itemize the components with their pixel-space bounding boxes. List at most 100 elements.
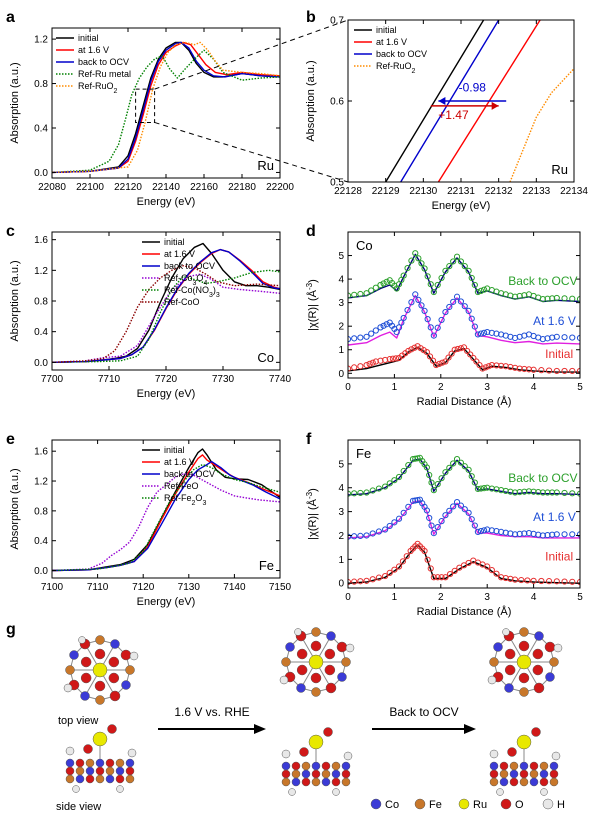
data-point <box>430 288 437 296</box>
data-point <box>395 563 403 570</box>
atom <box>500 798 512 810</box>
atom <box>95 695 105 705</box>
data-point <box>549 489 556 496</box>
y-tick-label: 1 <box>338 345 344 356</box>
data-point <box>369 576 376 583</box>
y-tick-label: 2 <box>338 322 344 333</box>
y-axis-label-sup: -3 <box>305 491 314 499</box>
legend-entry: initial <box>376 25 397 35</box>
annotation: Initial <box>545 347 573 361</box>
data-point <box>405 461 412 469</box>
panel-label-g: g <box>6 621 16 638</box>
data-point <box>421 265 428 272</box>
data-point <box>386 522 393 530</box>
data-point <box>561 578 568 585</box>
atom <box>108 672 120 684</box>
x-tick-label: 4 <box>531 592 537 603</box>
element-label: Ru <box>257 158 274 173</box>
data-point <box>436 360 443 367</box>
data-point <box>375 528 383 535</box>
data-point <box>421 503 428 510</box>
data-point <box>383 321 390 328</box>
atom <box>125 774 135 784</box>
y-tick-label: 0.5 <box>330 178 344 189</box>
data-point <box>454 345 461 353</box>
data-point <box>521 365 528 373</box>
legend-entry: initial <box>164 445 185 455</box>
data-point <box>471 479 478 486</box>
data-point <box>426 353 434 360</box>
panel-label-c: c <box>6 223 15 240</box>
data-point <box>450 460 457 467</box>
atom <box>518 672 530 684</box>
data-point <box>516 489 523 496</box>
atom <box>311 769 321 779</box>
atom <box>489 749 499 759</box>
data-point <box>511 364 519 371</box>
atom <box>544 641 556 653</box>
data-point <box>576 490 580 497</box>
top-view-label: top view <box>58 715 98 727</box>
atom <box>529 777 539 787</box>
legend-text: Ref-Fe <box>164 493 192 503</box>
data-point <box>476 361 483 369</box>
x-tick-label: 7720 <box>155 374 178 385</box>
data-point <box>530 488 537 495</box>
data-point <box>404 265 411 272</box>
x-tick-label: 22128 <box>334 186 362 197</box>
y-tick-label: 2 <box>338 531 344 542</box>
data-point <box>544 489 551 496</box>
data-point <box>433 361 440 369</box>
atom <box>281 761 291 771</box>
data-point <box>434 524 441 531</box>
atom <box>414 798 426 810</box>
series-group <box>52 242 280 363</box>
data-point <box>474 485 482 493</box>
data-point <box>400 314 407 322</box>
y-tick-label: 0.8 <box>34 79 48 90</box>
data-point <box>507 292 514 299</box>
data-point <box>363 532 370 539</box>
side-view-structure <box>281 727 353 796</box>
data-point <box>420 347 427 354</box>
data-point <box>430 332 437 339</box>
x-tick-label: 5 <box>577 382 583 393</box>
atom <box>502 628 510 636</box>
y-axis-label-main: |χ(R)| (Å <box>306 498 319 539</box>
y-tick-label: 0.4 <box>34 327 48 338</box>
atom <box>551 751 561 761</box>
y-tick-label: 0.6 <box>330 97 344 108</box>
series-group <box>52 41 280 174</box>
data-point <box>408 346 415 353</box>
x-tick-label: 3 <box>484 592 490 603</box>
chart-a: a 22080 22100 22120 22140 22160 22180 22200 0.0 0… <box>6 9 294 208</box>
data-point <box>535 531 542 538</box>
y-axis-label: Absorption (a.u.) <box>9 260 21 341</box>
data-point <box>493 288 500 295</box>
atom <box>95 635 105 645</box>
legend-entry: Ref-RuO2 <box>376 61 416 75</box>
atom <box>75 758 85 768</box>
data-point <box>535 489 542 496</box>
data-point <box>434 481 441 488</box>
zoom-connector <box>154 19 349 90</box>
y-axis-label: Absorption (a.u.) <box>305 60 317 141</box>
legend-entry: at 1.6 V <box>78 45 109 55</box>
data-point <box>348 490 352 497</box>
annotation: Initial <box>545 550 573 564</box>
data-point <box>442 574 449 581</box>
y-axis-label: Absorption (a.u.) <box>9 468 21 549</box>
series-group <box>348 454 580 586</box>
atom <box>504 648 516 660</box>
data-point <box>369 530 376 537</box>
atom <box>127 748 137 758</box>
legend-text: ) <box>213 285 216 295</box>
data-point <box>545 578 553 585</box>
data-point <box>363 577 370 584</box>
data-point <box>538 367 545 374</box>
data-point <box>479 561 486 568</box>
data-point <box>438 518 445 525</box>
atom <box>85 758 95 768</box>
panel-label-b: b <box>306 9 316 26</box>
x-tick-label: 22129 <box>372 186 400 197</box>
